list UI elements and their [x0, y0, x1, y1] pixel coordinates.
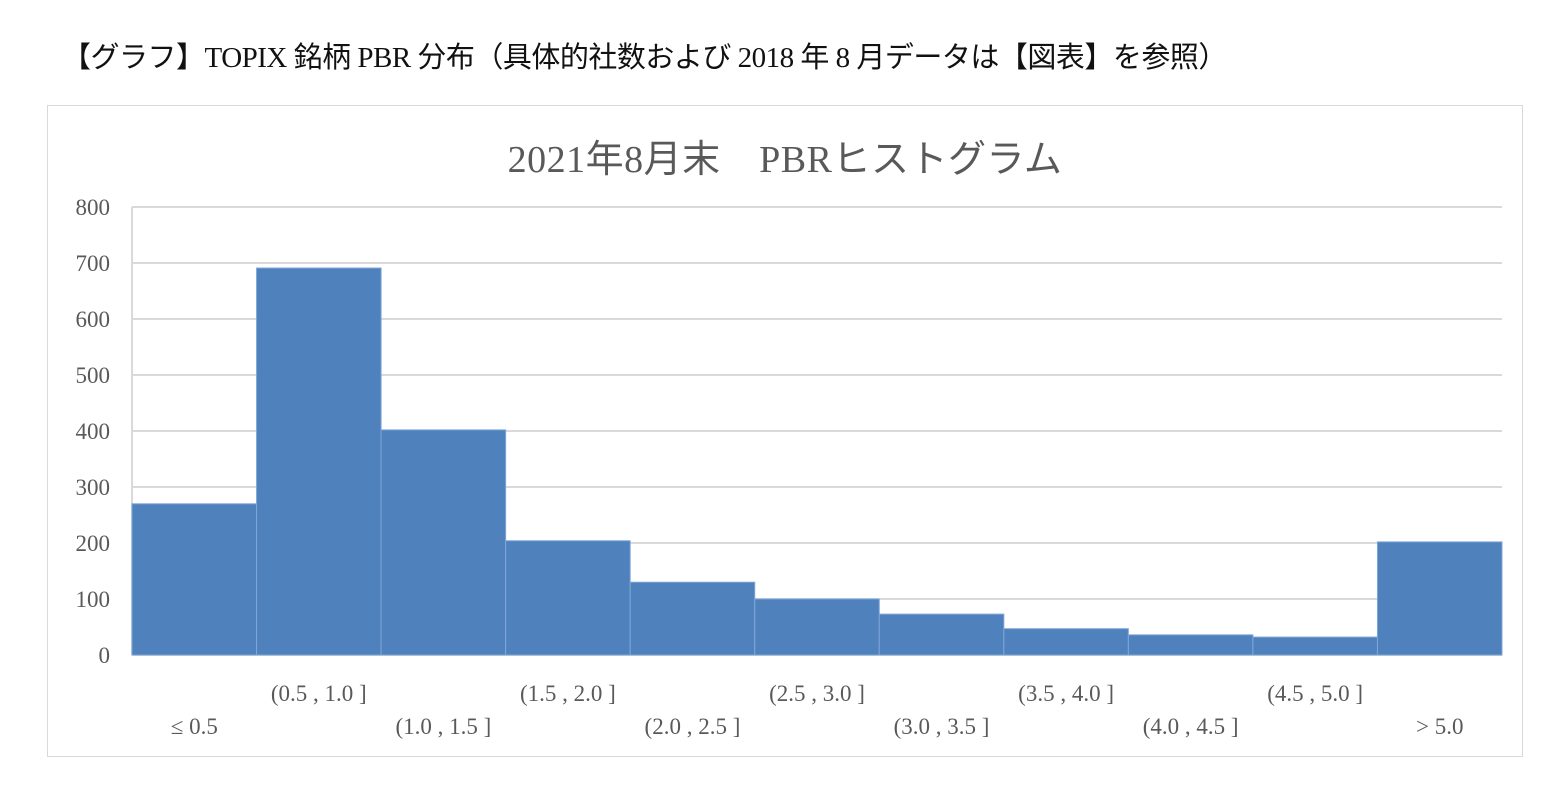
histogram-bar	[629, 581, 756, 656]
histogram-bar	[131, 503, 258, 656]
histogram-bar	[1252, 636, 1378, 656]
x-tick-label: (1.0 , 1.5 ]	[395, 714, 491, 739]
y-tick-label: 800	[76, 195, 111, 220]
histogram-plot: 0 100 200 300 400 500 600 700 800 ≤ 0.5 (0.5 , 1.0…	[76, 195, 1503, 739]
x-tick-label: (4.0 , 4.5 ]	[1143, 714, 1239, 739]
histogram-bar	[380, 429, 507, 656]
x-tick-label: (2.5 , 3.0 ]	[769, 681, 865, 706]
histogram-bar	[1127, 634, 1254, 656]
x-tick-label: (4.5 , 5.0 ]	[1267, 681, 1363, 706]
x-tick-label: > 5.0	[1416, 714, 1463, 739]
x-tick-label: (0.5 , 1.0 ]	[271, 681, 367, 706]
y-tick-label: 500	[76, 363, 111, 388]
y-tick-label: 300	[76, 475, 111, 500]
histogram-bar	[1003, 628, 1129, 656]
y-tick-label: 0	[99, 643, 111, 668]
histogram-bar	[754, 598, 880, 656]
figure-caption: 【グラフ】TOPIX 銘柄 PBR 分布（具体的社数および 2018 年 8 月…	[62, 42, 1227, 74]
chart-container: 2021年8月末 PBRヒストグラム 0 100 200 300 400 500 600 70…	[47, 105, 1523, 757]
x-tick-label: (1.5 , 2.0 ]	[520, 681, 616, 706]
y-tick-label: 400	[76, 419, 111, 444]
histogram-bar	[505, 540, 631, 656]
x-tick-label: (3.5 , 4.0 ]	[1018, 681, 1114, 706]
histogram-bar	[878, 613, 1005, 656]
y-tick-label: 700	[76, 251, 111, 276]
histogram-bar	[1376, 541, 1503, 656]
y-tick-label: 600	[76, 307, 111, 332]
y-tick-label: 100	[76, 587, 111, 612]
chart-title: 2021年8月末 PBRヒストグラム	[507, 139, 1063, 181]
y-tick-label: 200	[76, 531, 111, 556]
x-tick-label: ≤ 0.5	[171, 714, 218, 739]
x-tick-label: (2.0 , 2.5 ]	[645, 714, 741, 739]
x-tick-label: (3.0 , 3.5 ]	[894, 714, 990, 739]
histogram-bar	[256, 267, 382, 656]
